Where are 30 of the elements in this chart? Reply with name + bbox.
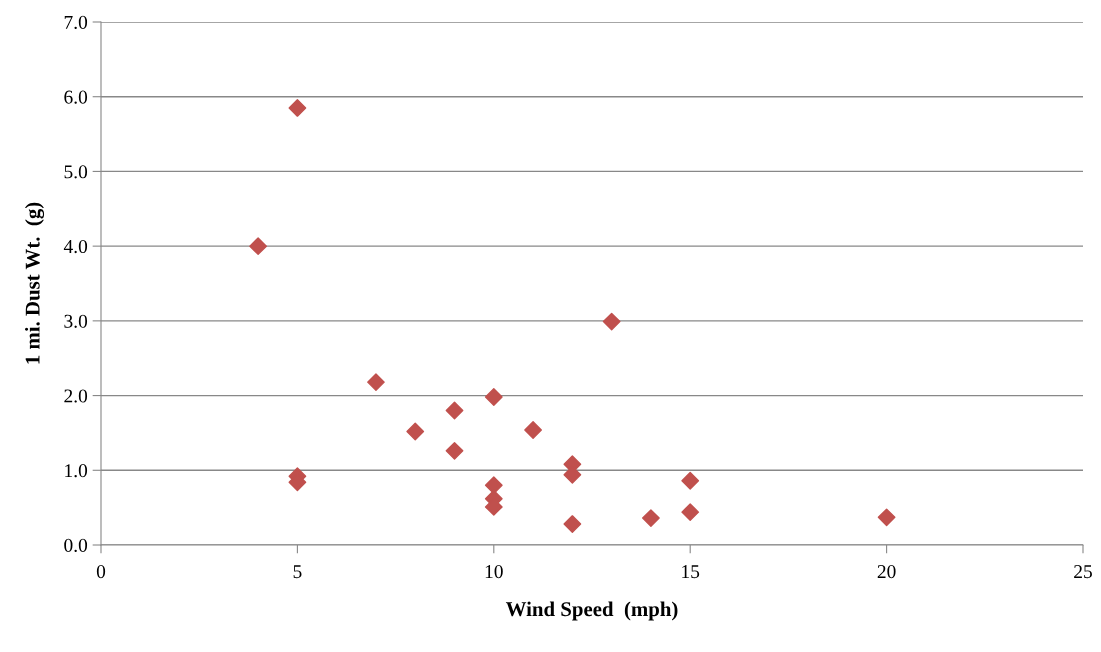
- y-axis-title: 1 mi. Dust Wt. (g): [25, 202, 45, 364]
- y-tick-label: 0.0: [64, 538, 88, 553]
- y-tick-label: 1.0: [65, 464, 88, 478]
- point: [445, 441, 464, 460]
- y-tick-label: 2.0: [64, 389, 88, 403]
- x-axis-title: Wind Speed (mph): [505, 601, 678, 621]
- point: [563, 515, 582, 533]
- point: [367, 373, 385, 392]
- x-tick-label: 5: [293, 565, 302, 579]
- point: [602, 312, 621, 331]
- point: [445, 401, 464, 420]
- x-tick-label: 25: [1074, 565, 1092, 579]
- point: [524, 421, 542, 439]
- y-tick-label: 7.0: [64, 15, 88, 30]
- y-tick-label: 5.0: [64, 165, 88, 179]
- point: [877, 508, 896, 527]
- point: [681, 471, 700, 490]
- y-tick-label: 3.0: [64, 314, 88, 328]
- x-tick-label: 10: [485, 565, 503, 579]
- x-tick-label: 20: [877, 565, 896, 579]
- point: [406, 422, 425, 441]
- x-tick-label: 0: [96, 565, 106, 579]
- x-tick-label: 15: [682, 565, 700, 579]
- point: [642, 509, 660, 528]
- point: [681, 503, 700, 522]
- y-tick-label: 4.0: [63, 239, 88, 254]
- y-tick-label: 6.0: [64, 90, 88, 104]
- point: [484, 388, 503, 406]
- point: [249, 237, 268, 256]
- point: [288, 99, 307, 117]
